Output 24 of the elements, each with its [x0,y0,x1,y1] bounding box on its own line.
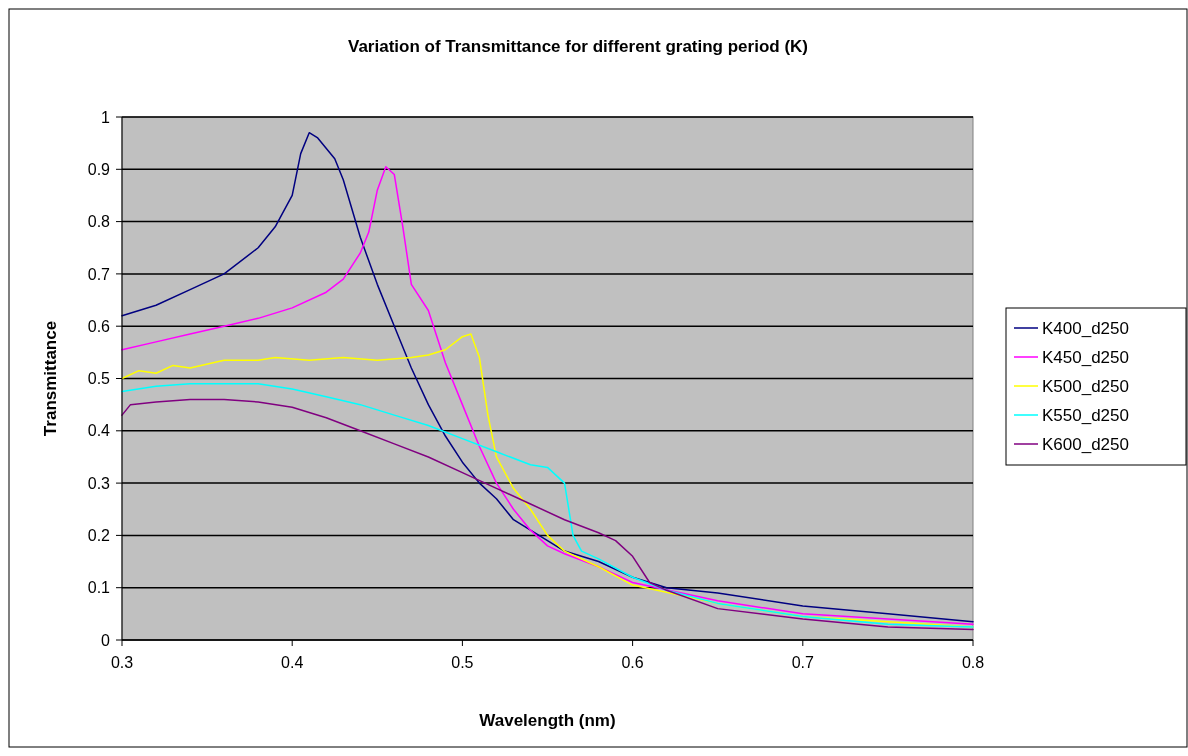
chart-title: Variation of Transmittance for different grating period (K) [348,37,808,56]
x-tick-label: 0.6 [621,654,644,671]
y-tick-label: 0.1 [87,579,111,597]
y-tick-label: 0.3 [87,474,111,492]
x-tick-label: 0.4 [281,654,304,671]
legend-label: K500_d250 [1042,376,1129,396]
x-tick-label: 0.5 [451,654,474,671]
y-tick-label: 0.5 [87,370,111,388]
y-tick-label: 0.6 [87,317,111,335]
x-tick-label: 0.7 [791,654,815,671]
y-tick-label: 1 [101,108,111,126]
legend-label: K600_d250 [1042,434,1129,454]
y-tick-label: 0.2 [87,527,111,544]
y-tick-label: 0.8 [87,213,111,231]
y-tick-label: 0.4 [87,422,111,440]
x-axis-title: Wavelength (nm) [479,711,616,730]
legend-label: K450_d250 [1042,347,1129,367]
legend-label: K400_d250 [1042,318,1129,338]
y-tick-label: 0.9 [87,160,111,178]
x-tick-label: 0.8 [961,654,985,671]
y-tick-label: 0 [101,631,111,649]
legend-label: K550_d250 [1042,405,1129,425]
y-tick-label: 0.7 [87,265,111,283]
y-axis-title: Transmittance [41,320,60,437]
